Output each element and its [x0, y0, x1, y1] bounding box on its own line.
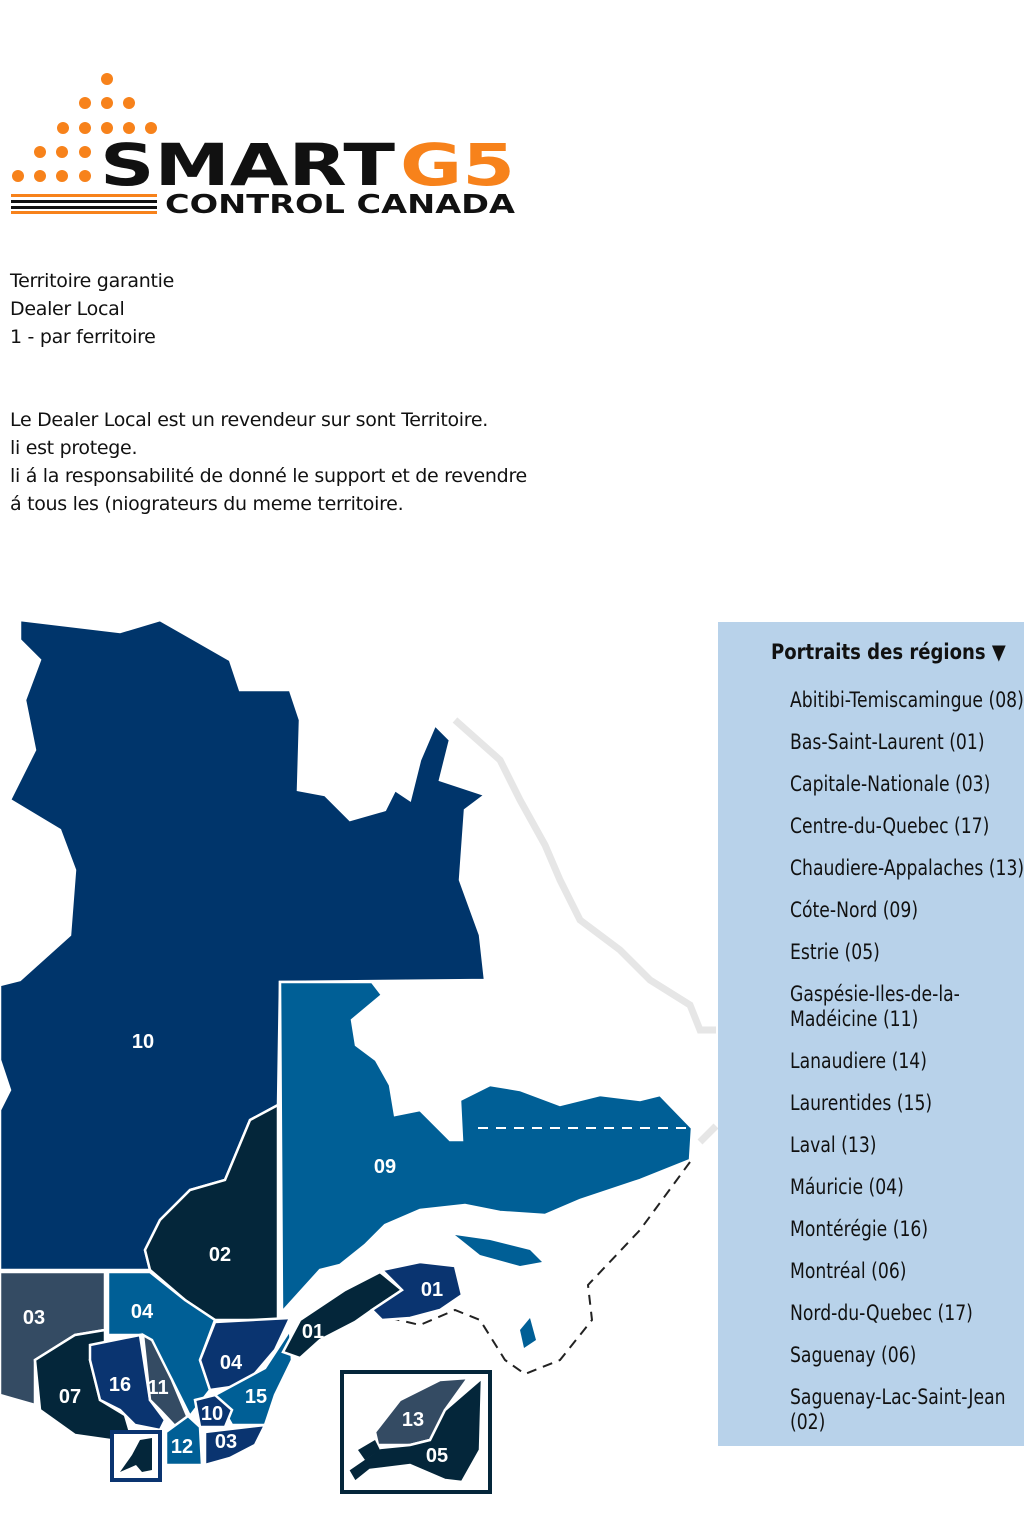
intro-lines: Territoire garantie Dealer Local 1 - par…	[10, 267, 174, 351]
label-01: 01	[421, 1279, 443, 1301]
region-link[interactable]: Capitale-Nationale (03)	[790, 772, 991, 796]
intro-line: Territoire garantie	[10, 270, 175, 292]
label-11: 11	[147, 1377, 168, 1399]
intro-line: Dealer Local	[10, 298, 125, 320]
dashed-border-east	[389, 1161, 691, 1376]
region-link[interactable]: Montérégie (16)	[790, 1217, 929, 1241]
region-01-east[interactable]	[370, 1260, 464, 1322]
region-05[interactable]	[346, 1375, 484, 1484]
region-12[interactable]	[164, 1414, 204, 1467]
label-07: 07	[59, 1386, 81, 1408]
inset-montreal	[340, 1370, 492, 1494]
intro-line: 1 - par ferritoire	[10, 326, 156, 348]
region-link[interactable]: Bas-Saint-Laurent (01)	[790, 730, 985, 754]
logo-dots	[12, 73, 157, 182]
region-link[interactable]: Chaudiere-Appalaches (13)	[790, 856, 1024, 880]
region-link[interactable]: Gaspésie-Iles-de-la-Madéicine (11)	[790, 982, 960, 1031]
region-link[interactable]: Máuricie (04)	[790, 1175, 904, 1199]
region-10-south[interactable]	[193, 1393, 234, 1429]
region-15[interactable]	[213, 1326, 294, 1427]
label-16: 16	[109, 1374, 131, 1396]
region-link[interactable]: Estrie (05)	[790, 940, 880, 964]
intro-paragraph: Le Dealer Local est un revendeur sur son…	[10, 406, 527, 518]
anticosti-island	[455, 1235, 542, 1266]
label-10: 10	[132, 1031, 154, 1053]
region-link[interactable]: Cóte-Nord (09)	[790, 898, 919, 922]
paragraph-line: li á la responsabilité de donné le suppo…	[10, 465, 527, 487]
label-04: 04	[220, 1352, 243, 1374]
region-link[interactable]: Montréal (06)	[790, 1259, 907, 1283]
paragraph-line: á tous les (niograteurs du meme territoi…	[10, 493, 404, 515]
label-15: 15	[245, 1386, 267, 1408]
region-link[interactable]: Centre-du-Quebec (17)	[790, 814, 990, 838]
regions-panel: Portraits des régions ▼ Abitibi-Temiscam…	[718, 622, 1024, 1446]
region-16[interactable]	[88, 1333, 167, 1432]
logo-brand-accent: G5	[400, 131, 515, 199]
label-01: 01	[302, 1321, 324, 1343]
label-12: 12	[171, 1436, 193, 1458]
region-link[interactable]: Abitibi-Temiscamingue (08)	[790, 688, 1024, 712]
region-link[interactable]: Nord-du-Quebec (17)	[790, 1301, 973, 1325]
label-05: 05	[426, 1445, 448, 1467]
region-link[interactable]: Saguenay (06)	[790, 1343, 917, 1367]
logo-tagline: CONTROL CANADA	[165, 190, 515, 220]
label-04: 04	[131, 1301, 154, 1323]
neighbor-border	[452, 717, 719, 1145]
inset-small	[110, 1430, 162, 1482]
label-10: 10	[201, 1403, 223, 1425]
region-09[interactable]	[278, 980, 694, 1316]
region-link[interactable]: Lanaudiere (14)	[790, 1049, 927, 1073]
paragraph-line: li est protege.	[10, 437, 138, 459]
smartg5-logo: SMART G5 CONTROL CANADA	[11, 73, 515, 220]
region-link[interactable]: Laval (13)	[790, 1133, 877, 1157]
label-03: 03	[215, 1431, 237, 1453]
region-labels: 10 09 02 03 04 07 16 11 04 15 10 12 03 0…	[23, 1031, 448, 1467]
label-13: 13	[402, 1409, 424, 1431]
regions-list: Abitibi-Temiscamingue (08) Bas-Saint-Lau…	[790, 688, 1024, 1446]
logo-brand-main: SMART	[100, 131, 396, 199]
region-03-east[interactable]	[203, 1423, 268, 1467]
label-02: 02	[209, 1244, 231, 1266]
label-03: 03	[23, 1307, 45, 1329]
label-09: 09	[374, 1156, 396, 1178]
magdalen-island	[520, 1318, 536, 1348]
region-link[interactable]: Saguenay-Lac-Saint-Jean (02)	[790, 1385, 1006, 1434]
regions-dropdown-title[interactable]: Portraits des régions ▼	[771, 640, 1006, 664]
paragraph-line: Le Dealer Local est un revendeur sur son…	[10, 409, 489, 431]
region-link[interactable]: Laurentides (15)	[790, 1091, 933, 1115]
